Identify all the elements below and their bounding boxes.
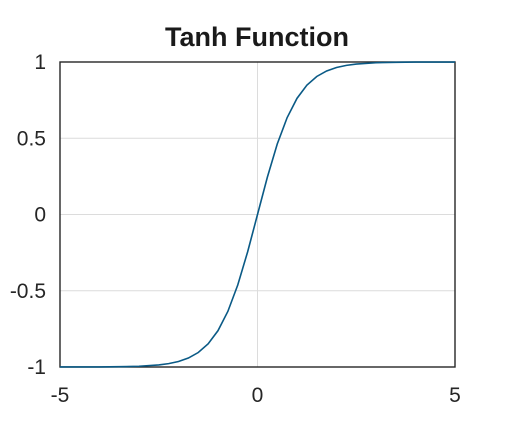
x-tick-label: -5 (51, 384, 70, 407)
plot-area-frame (59, 61, 456, 368)
x-tick-label: 5 (449, 384, 461, 407)
y-tick-labels: 1 0.5 0 -0.5 -1 (10, 51, 46, 379)
y-tick-label: 0.5 (17, 127, 46, 150)
tanh-series-line (59, 61, 456, 368)
x-tick-label: 0 (252, 384, 264, 407)
y-tick-label: 1 (34, 51, 46, 74)
series-layer (59, 61, 456, 368)
chart-title: Tanh Function (165, 22, 349, 52)
y-tick-label: 0 (34, 204, 46, 227)
y-tick-label: -1 (27, 356, 46, 379)
y-tick-label: -0.5 (10, 280, 46, 303)
x-tick-labels: -5 0 5 (51, 384, 461, 407)
